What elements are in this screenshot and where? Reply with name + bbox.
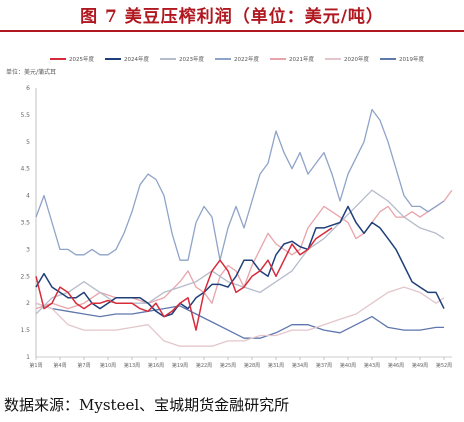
x-tick-label: 第34周 <box>292 362 308 369</box>
x-tick-label: 第28周 <box>244 362 260 369</box>
line-chart: 2025年度 2024年度 2023年度 2022年度 2021年度 2020年度 2019… <box>6 55 453 369</box>
chart-series <box>35 108 453 347</box>
x-tick-label: 第37周 <box>316 362 332 369</box>
legend-label: 2024年度 <box>124 55 149 63</box>
plot-frame <box>35 88 452 358</box>
series-line <box>35 108 445 261</box>
y-tick-label: 3 <box>26 246 30 253</box>
legend-label: 2019年度 <box>399 55 424 63</box>
x-axis-ticks: 第1周 第4周 第7周 第10周 第13周 第16周 第19周 第22周 第25周 第28周 第31… <box>29 357 452 369</box>
y-tick-label: 4 <box>26 193 30 200</box>
series-line <box>35 302 444 339</box>
x-tick-label: 第31周 <box>268 362 284 369</box>
y-tick-label: 5.5 <box>20 112 30 119</box>
x-tick-label: 第25周 <box>220 362 236 369</box>
y-tick-label: 5 <box>26 139 30 146</box>
legend-label: 2021年度 <box>289 55 314 63</box>
x-tick-label: 第1周 <box>29 362 42 369</box>
x-tick-label: 第49周 <box>412 362 428 369</box>
series-line <box>35 189 453 310</box>
y-tick-label: 1 <box>26 354 30 361</box>
x-tick-label: 第22周 <box>196 362 212 369</box>
x-tick-label: 第10周 <box>100 362 116 369</box>
y-tick-label: 2 <box>26 300 30 307</box>
series-line <box>35 205 445 318</box>
x-tick-label: 第7周 <box>77 362 90 369</box>
y-tick-label: 2.5 <box>20 273 30 280</box>
legend-label: 2025年度 <box>69 55 94 63</box>
legend-label: 2022年度 <box>234 55 259 63</box>
y-tick-label: 1.5 <box>20 327 30 334</box>
series-line <box>35 286 445 347</box>
chart-legend: 2025年度 2024年度 2023年度 2022年度 2021年度 2020年度 2019… <box>50 55 424 63</box>
x-tick-label: 第43周 <box>364 362 380 369</box>
series-line <box>35 227 333 331</box>
x-tick-label: 第52周 <box>436 362 452 369</box>
y-tick-label: 3.5 <box>20 220 30 227</box>
x-tick-label: 第46周 <box>388 362 404 369</box>
figure-title: 图 7 美豆压榨利润（单位：美元/吨） <box>80 7 384 27</box>
y-axis-ticks: 1 1.5 2 2.5 3 3.5 4 4.5 5 5.5 6 <box>20 85 30 361</box>
legend-label: 2020年度 <box>344 55 369 63</box>
legend-label: 2023年度 <box>179 55 204 63</box>
title-divider <box>0 30 464 32</box>
x-tick-label: 第13周 <box>124 362 140 369</box>
x-tick-label: 第19周 <box>172 362 188 369</box>
source-label: 数据来源： <box>4 396 80 414</box>
y-axis-label: 单位：美元/蒲式耳 <box>6 68 56 76</box>
source-note: 数据来源：Mysteel、宝城期货金融研究所 <box>4 394 289 415</box>
source-text: Mysteel、宝城期货金融研究所 <box>79 396 290 414</box>
y-tick-label: 6 <box>26 85 30 92</box>
x-tick-label: 第40周 <box>340 362 356 369</box>
x-tick-label: 第16周 <box>148 362 164 369</box>
x-tick-label: 第4周 <box>53 362 66 369</box>
y-tick-label: 4.5 <box>20 166 30 173</box>
